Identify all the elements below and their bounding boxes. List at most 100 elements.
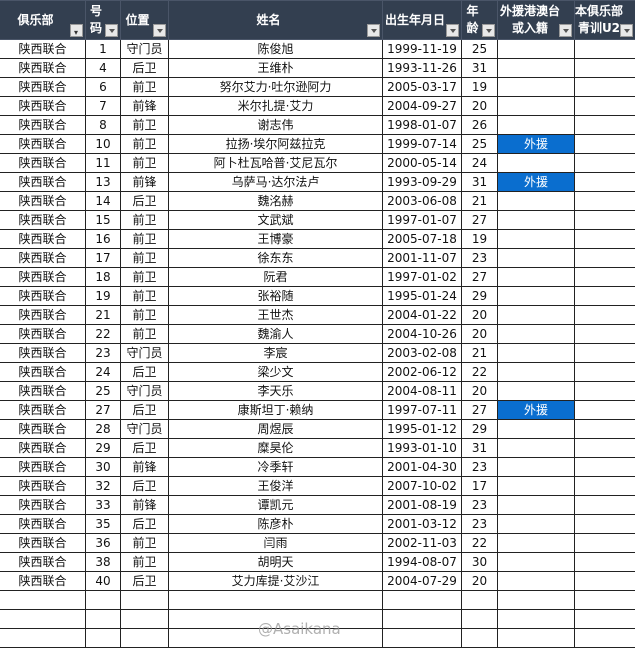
cell[interactable]: 2002-11-03 (383, 534, 462, 553)
cell[interactable]: 16 (86, 230, 121, 249)
cell[interactable]: 23 (462, 515, 498, 534)
cell[interactable] (498, 534, 575, 553)
cell[interactable]: 守门员 (121, 344, 169, 363)
cell[interactable] (575, 135, 635, 154)
cell[interactable]: 10 (86, 135, 121, 154)
cell[interactable]: 19 (462, 78, 498, 97)
empty-cell[interactable] (121, 591, 169, 610)
cell[interactable]: 陕西联合 (0, 325, 86, 344)
cell[interactable]: 7 (86, 97, 121, 116)
cell[interactable] (575, 439, 635, 458)
cell[interactable]: 阮君 (169, 268, 383, 287)
cell[interactable] (575, 344, 635, 363)
cell[interactable] (498, 458, 575, 477)
cell[interactable]: 29 (86, 439, 121, 458)
filter-dropdown-icon[interactable] (446, 24, 459, 37)
cell[interactable]: 陕西联合 (0, 40, 86, 59)
cell[interactable]: 陕西联合 (0, 135, 86, 154)
cell[interactable]: 前锋 (121, 173, 169, 192)
cell[interactable]: 冷季轩 (169, 458, 383, 477)
cell[interactable]: 陕西联合 (0, 363, 86, 382)
cell[interactable]: 27 (462, 268, 498, 287)
cell[interactable]: 2003-02-08 (383, 344, 462, 363)
cell[interactable] (575, 553, 635, 572)
cell[interactable] (575, 268, 635, 287)
cell[interactable]: 陕西联合 (0, 477, 86, 496)
cell[interactable]: 前锋 (121, 97, 169, 116)
cell[interactable]: 8 (86, 116, 121, 135)
cell[interactable]: 陕西联合 (0, 496, 86, 515)
cell[interactable]: 后卫 (121, 192, 169, 211)
cell[interactable]: 陕西联合 (0, 97, 86, 116)
cell[interactable] (498, 59, 575, 78)
cell[interactable]: 外援 (498, 401, 575, 420)
empty-cell[interactable] (0, 591, 86, 610)
cell[interactable]: 前锋 (121, 496, 169, 515)
cell[interactable]: 陕西联合 (0, 534, 86, 553)
cell[interactable] (498, 363, 575, 382)
filter-dropdown-icon[interactable] (482, 24, 495, 37)
cell[interactable] (498, 40, 575, 59)
cell[interactable]: 2001-11-07 (383, 249, 462, 268)
empty-cell[interactable] (86, 610, 121, 629)
cell[interactable]: 22 (462, 534, 498, 553)
cell[interactable]: 糜昊伦 (169, 439, 383, 458)
cell[interactable]: 30 (86, 458, 121, 477)
cell[interactable]: 1993-09-29 (383, 173, 462, 192)
cell[interactable]: 17 (86, 249, 121, 268)
cell[interactable]: 31 (462, 173, 498, 192)
filter-dropdown-icon[interactable] (367, 24, 380, 37)
cell[interactable] (575, 59, 635, 78)
empty-cell[interactable] (86, 591, 121, 610)
cell[interactable]: 2001-04-30 (383, 458, 462, 477)
cell[interactable]: 外援 (498, 135, 575, 154)
cell[interactable] (575, 534, 635, 553)
cell[interactable] (498, 306, 575, 325)
cell[interactable]: 29 (462, 287, 498, 306)
empty-cell[interactable] (0, 610, 86, 629)
cell[interactable]: 2007-10-02 (383, 477, 462, 496)
cell[interactable]: 38 (86, 553, 121, 572)
cell[interactable]: 前卫 (121, 553, 169, 572)
cell[interactable]: 努尔艾力·吐尔逊阿力 (169, 78, 383, 97)
cell[interactable]: 胡明天 (169, 553, 383, 572)
cell[interactable]: 前卫 (121, 135, 169, 154)
cell[interactable]: 2001-03-12 (383, 515, 462, 534)
empty-cell[interactable] (498, 610, 575, 629)
cell[interactable]: 艾力库提·艾沙江 (169, 572, 383, 591)
cell[interactable]: 1999-11-19 (383, 40, 462, 59)
cell[interactable]: 陕西联合 (0, 249, 86, 268)
cell[interactable]: 1993-11-26 (383, 59, 462, 78)
cell[interactable]: 乌萨马·达尔法卢 (169, 173, 383, 192)
cell[interactable]: 15 (86, 211, 121, 230)
cell[interactable]: 前卫 (121, 325, 169, 344)
cell[interactable]: 24 (462, 154, 498, 173)
cell[interactable]: 24 (86, 363, 121, 382)
cell[interactable] (575, 306, 635, 325)
empty-cell[interactable] (121, 610, 169, 629)
cell[interactable]: 前卫 (121, 534, 169, 553)
cell[interactable]: 20 (462, 572, 498, 591)
cell[interactable]: 陕西联合 (0, 268, 86, 287)
cell[interactable] (498, 154, 575, 173)
empty-cell[interactable] (498, 591, 575, 610)
cell[interactable]: 26 (462, 116, 498, 135)
cell[interactable]: 魏渝人 (169, 325, 383, 344)
cell[interactable]: 陕西联合 (0, 116, 86, 135)
cell[interactable]: 14 (86, 192, 121, 211)
cell[interactable]: 王世杰 (169, 306, 383, 325)
cell[interactable] (498, 344, 575, 363)
cell[interactable]: 梁少文 (169, 363, 383, 382)
cell[interactable]: 4 (86, 59, 121, 78)
cell[interactable] (575, 382, 635, 401)
cell[interactable]: 1997-01-07 (383, 211, 462, 230)
cell[interactable]: 守门员 (121, 382, 169, 401)
cell[interactable]: 后卫 (121, 515, 169, 534)
cell[interactable] (498, 572, 575, 591)
cell[interactable] (498, 477, 575, 496)
cell[interactable]: 28 (86, 420, 121, 439)
cell[interactable]: 21 (86, 306, 121, 325)
cell[interactable]: 陕西联合 (0, 420, 86, 439)
cell[interactable]: 陕西联合 (0, 59, 86, 78)
cell[interactable]: 17 (462, 477, 498, 496)
